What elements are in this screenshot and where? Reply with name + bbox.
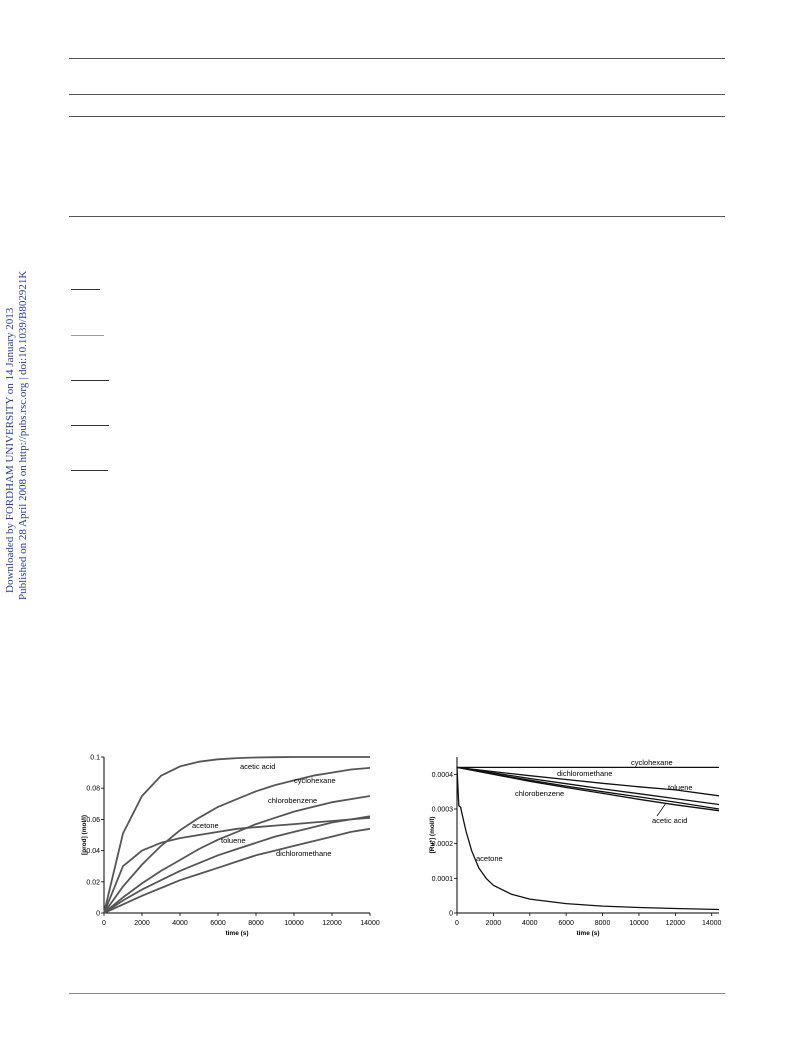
series-line-cyclohexane bbox=[103, 767, 371, 914]
short-rule-5 bbox=[71, 470, 108, 471]
series-label-acetone: acetone bbox=[476, 854, 503, 863]
series-label-cyclohexane: cyclohexane bbox=[631, 758, 673, 767]
series-line-acetone bbox=[103, 816, 371, 914]
series-line-acetone bbox=[456, 767, 720, 911]
series-line-acetic-acid bbox=[456, 766, 720, 812]
series-label-acetone: acetone bbox=[192, 821, 219, 830]
series-label-toluene: toluene bbox=[668, 783, 693, 792]
y-axis-label: [prod] (mol/l) bbox=[81, 815, 88, 855]
y-tick-label: 0.1 bbox=[90, 755, 100, 762]
plot-axes bbox=[103, 757, 370, 914]
x-tick-label: 14000 bbox=[702, 920, 722, 927]
x-tick-label: 10000 bbox=[629, 920, 649, 927]
x-tick-label: 2000 bbox=[134, 920, 150, 927]
x-tick-label: 12000 bbox=[666, 920, 686, 927]
plot-axes bbox=[456, 757, 719, 914]
x-tick-label: 4000 bbox=[522, 920, 538, 927]
series-label-cyclohexane: cyclohexane bbox=[294, 776, 336, 785]
short-rule-4 bbox=[71, 425, 109, 426]
y-tick-label: 0.0001 bbox=[432, 876, 454, 883]
y-axis-label: [Ru*] (mol/l) bbox=[429, 817, 436, 854]
series-label-dichloromethane: dichloromethane bbox=[276, 849, 331, 858]
series-leader-acetic-acid bbox=[656, 802, 667, 817]
y-tick-label: 0.0004 bbox=[432, 772, 454, 779]
series-line-acetic-acid bbox=[103, 756, 370, 914]
y-tick-label: 0.02 bbox=[86, 879, 100, 886]
x-tick-label: 0 bbox=[455, 920, 459, 927]
publication-notice[interactable]: Published on 28 April 2008 on http://pub… bbox=[17, 270, 29, 600]
series-line-dichloromethane bbox=[103, 827, 371, 914]
table-top-rule bbox=[69, 58, 725, 59]
y-tick-label: 0.0003 bbox=[432, 807, 454, 814]
short-rule-2 bbox=[71, 335, 104, 336]
x-tick-label: 10000 bbox=[284, 920, 304, 927]
series-line-chlorobenzene bbox=[103, 795, 371, 914]
x-tick-label: 2000 bbox=[486, 920, 502, 927]
y-tick-label: 0.0002 bbox=[432, 841, 454, 848]
x-tick-label: 8000 bbox=[248, 920, 264, 927]
y-tick-label: 0.04 bbox=[86, 848, 100, 855]
series-line-dichloromethane bbox=[456, 766, 720, 797]
x-tick-label: 8000 bbox=[595, 920, 611, 927]
series-label-acetic-acid: acetic acid bbox=[240, 762, 275, 771]
series-line-toluene bbox=[456, 766, 720, 806]
table-bottom-rule bbox=[69, 216, 725, 217]
x-tick-label: 14000 bbox=[360, 920, 380, 927]
y-tick-label: 0.08 bbox=[86, 786, 100, 793]
x-tick-label: 6000 bbox=[210, 920, 226, 927]
series-label-dichloromethane: dichloromethane bbox=[557, 769, 612, 778]
download-notice: Downloaded by FORDHAM UNIVERSITY on 14 J… bbox=[4, 307, 16, 593]
short-rule-3 bbox=[71, 380, 109, 381]
series-line-toluene bbox=[103, 815, 371, 914]
x-axis-label: time (s) bbox=[576, 930, 599, 937]
table-header-rule bbox=[69, 94, 725, 95]
x-tick-label: 12000 bbox=[322, 920, 342, 927]
y-tick-label: 0.06 bbox=[86, 817, 100, 824]
table-body-rule bbox=[69, 116, 725, 117]
y-tick-label: 0 bbox=[96, 911, 100, 918]
product-concentration-chart: 0 2000 4000 6000 8000 10000 12000 14000 0 0.02 0.0… bbox=[81, 755, 380, 938]
x-tick-label: 0 bbox=[102, 920, 106, 927]
series-label-chlorobenzene: chlorobenzene bbox=[268, 796, 317, 805]
short-rule-1 bbox=[71, 289, 100, 290]
y-tick-label: 0 bbox=[449, 911, 453, 918]
x-tick-label: 6000 bbox=[558, 920, 574, 927]
x-tick-label: 4000 bbox=[172, 920, 188, 927]
series-label-toluene: toluene bbox=[221, 836, 246, 845]
series-label-acetic-acid: acetic acid bbox=[652, 816, 687, 825]
x-axis-label: time (s) bbox=[225, 930, 248, 937]
series-label-chlorobenzene: chlorobenzene bbox=[515, 789, 564, 798]
ruthenium-concentration-chart: 0 2000 4000 6000 8000 10000 12000 14000 0 0.0001 0… bbox=[429, 757, 722, 937]
footer-rule bbox=[69, 993, 725, 994]
download-sidebar: Downloaded by FORDHAM UNIVERSITY on 14 J… bbox=[2, 271, 32, 615]
